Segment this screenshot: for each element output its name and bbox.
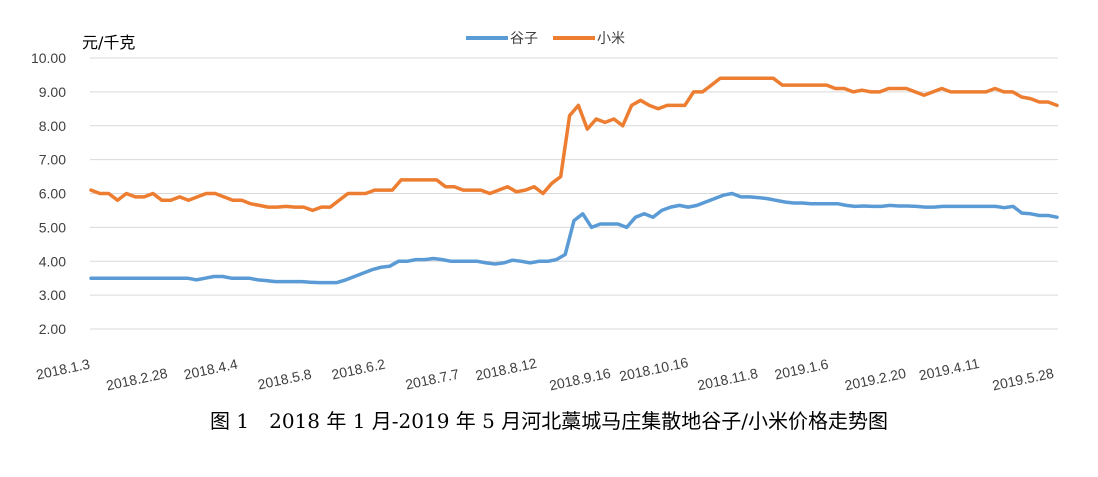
- x-tick-label: 2019.4.11: [917, 355, 980, 383]
- y-axis-ticks: 2.00 3.00 4.00 5.00 6.00 7.00 8.00 9.00 10.00: [31, 50, 66, 337]
- y-tick-label: 2.00: [39, 321, 66, 337]
- y-tick-label: 6.00: [39, 186, 66, 202]
- x-axis-ticks: 2018.1.3 2018.2.28 2018.4.4 2018.5.8 2018.6.…: [35, 354, 1056, 393]
- legend-label-millet-grain: 谷子: [510, 31, 538, 47]
- x-tick-label: 2019.2.20: [843, 365, 907, 394]
- gridlines: [90, 57, 1058, 330]
- legend-label-millet: 小米: [597, 31, 625, 47]
- x-tick-label: 2018.9.16: [548, 365, 612, 394]
- legend: 谷子 小米: [466, 31, 625, 47]
- x-tick-label: 2019.5.28: [991, 365, 1055, 394]
- x-tick-label: 2018.8.12: [474, 355, 538, 384]
- figure-caption: 图 1 2018 年 1 月-2019 年 5 月河北藁城马庄集散地谷子/小米价…: [210, 409, 888, 433]
- x-tick-label: 2018.6.2: [330, 356, 387, 383]
- x-tick-label: 2018.7.7: [404, 366, 461, 393]
- x-tick-label: 2018.4.4: [182, 356, 239, 383]
- x-tick-label: 2019.1.6: [773, 356, 830, 383]
- y-tick-label: 7.00: [39, 152, 66, 168]
- x-tick-label: 2018.11.8: [696, 365, 759, 393]
- series-line-millet-grain: [89, 191, 1059, 285]
- y-tick-label: 4.00: [39, 253, 66, 269]
- y-tick-label: 10.00: [31, 50, 66, 66]
- line-chart: 2.00 3.00 4.00 5.00 6.00 7.00 8.00 9.00 10.00 20…: [31, 31, 1059, 393]
- y-axis-unit-label: 元/千克: [82, 33, 135, 52]
- x-tick-label: 2018.1.3: [35, 356, 92, 383]
- y-tick-label: 3.00: [39, 287, 66, 303]
- y-tick-label: 5.00: [39, 219, 66, 235]
- x-tick-label: 2018.5.8: [256, 366, 313, 393]
- y-tick-label: 9.00: [39, 84, 66, 100]
- x-tick-label: 2018.10.16: [618, 354, 690, 384]
- series-line-millet: [89, 76, 1059, 213]
- series-lines: [89, 76, 1059, 285]
- y-tick-label: 8.00: [39, 118, 66, 134]
- x-tick-label: 2018.2.28: [105, 365, 169, 394]
